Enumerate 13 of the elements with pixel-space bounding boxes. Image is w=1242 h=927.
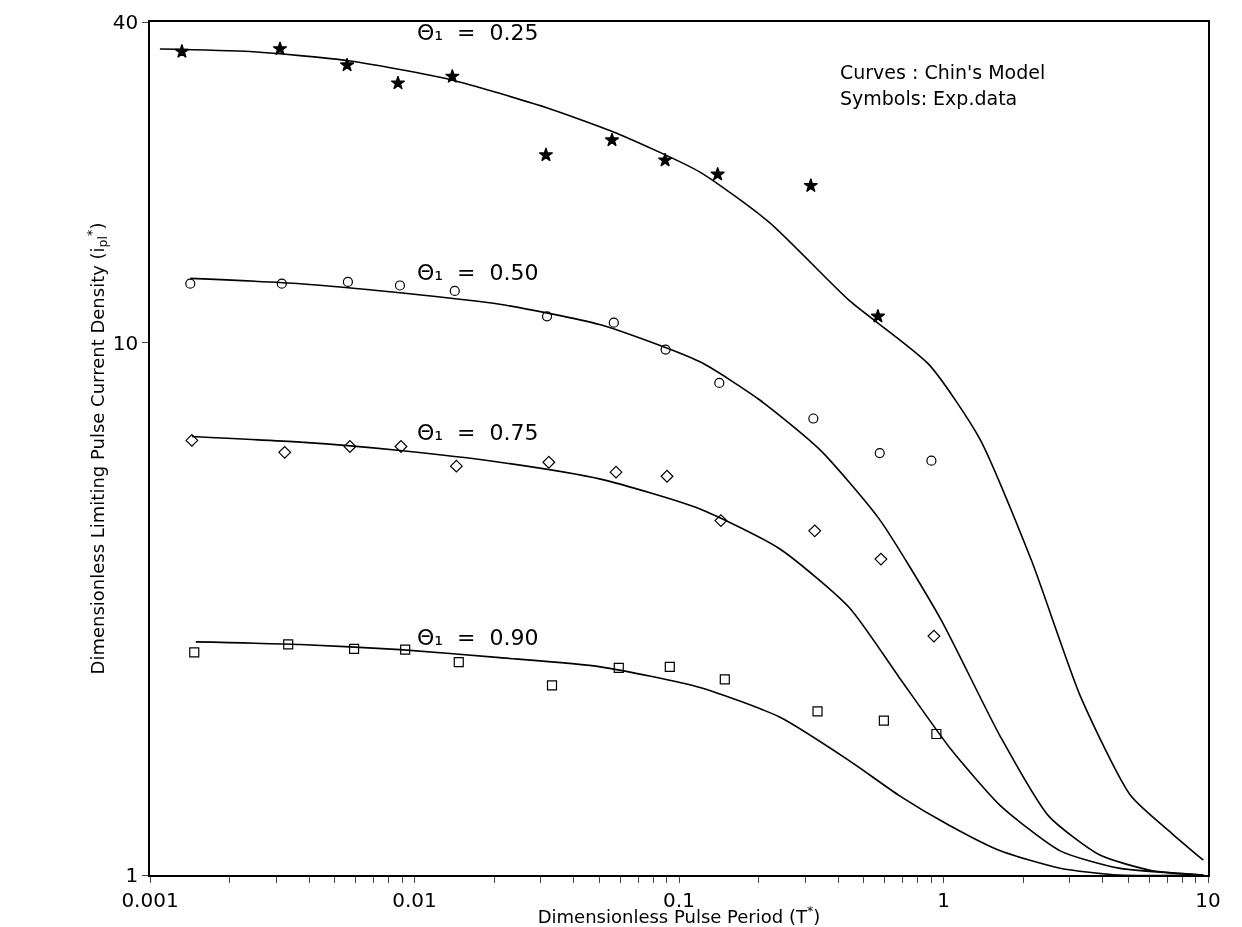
- x-tick-label: 10: [1195, 887, 1221, 912]
- annotation: Θ₁ = 0.75: [417, 420, 539, 445]
- annotation: Θ₁ = 0.90: [417, 625, 539, 650]
- annotation: Symbols: Exp.data: [840, 87, 1018, 109]
- y-tick-label: 1: [125, 863, 139, 887]
- x-tick-label: 1: [937, 887, 950, 912]
- y-tick-label: 10: [112, 330, 139, 355]
- x-tick-label: 0.001: [121, 887, 179, 912]
- y-tick-label: 40: [112, 10, 139, 34]
- annotation: Curves : Chin's Model: [840, 61, 1046, 83]
- annotation: Θ₁ = 0.50: [417, 260, 539, 285]
- annotation: Θ₁ = 0.25: [417, 20, 539, 45]
- x-tick-label: 0.01: [392, 887, 437, 912]
